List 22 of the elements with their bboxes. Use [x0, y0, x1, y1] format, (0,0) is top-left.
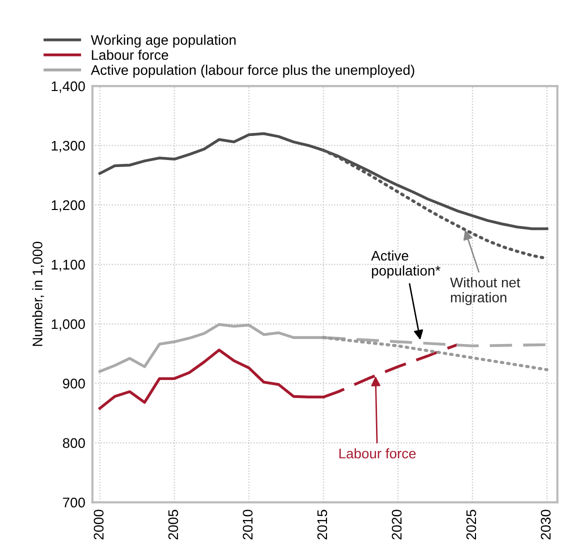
y-tick-label: 1,000: [52, 319, 85, 331]
y-tick-label: 1,100: [52, 260, 85, 272]
x-tick-label: 2005: [168, 510, 178, 540]
y-tick-label: 1,200: [52, 200, 85, 212]
x-tick-label: 2020: [392, 510, 402, 540]
y-tick-label: 700: [63, 498, 85, 508]
x-tick-label: 2030: [540, 510, 551, 540]
legend-label: Labour force: [92, 50, 168, 60]
y-tick-label: 900: [62, 378, 85, 389]
legend-label: Active population (labour force plus the unemployed): [90, 64, 414, 78]
x-tick-label: 2025: [466, 510, 476, 540]
y-axis-title: Number, in 1,000: [32, 242, 44, 346]
x-tick-label: 2015: [317, 510, 328, 540]
y-tick-label: 800: [62, 438, 85, 448]
y-tick-label: 1,300: [52, 140, 85, 152]
legend-label: Working age population: [90, 34, 236, 48]
annotation: Active population*: [371, 250, 440, 278]
annotation: Without net migration: [450, 277, 520, 306]
y-tick-label: 1,400: [52, 81, 85, 93]
annotation: Labour force: [339, 448, 416, 458]
x-tick-label: 2000: [94, 510, 104, 540]
x-tick-label: 2010: [242, 510, 253, 540]
